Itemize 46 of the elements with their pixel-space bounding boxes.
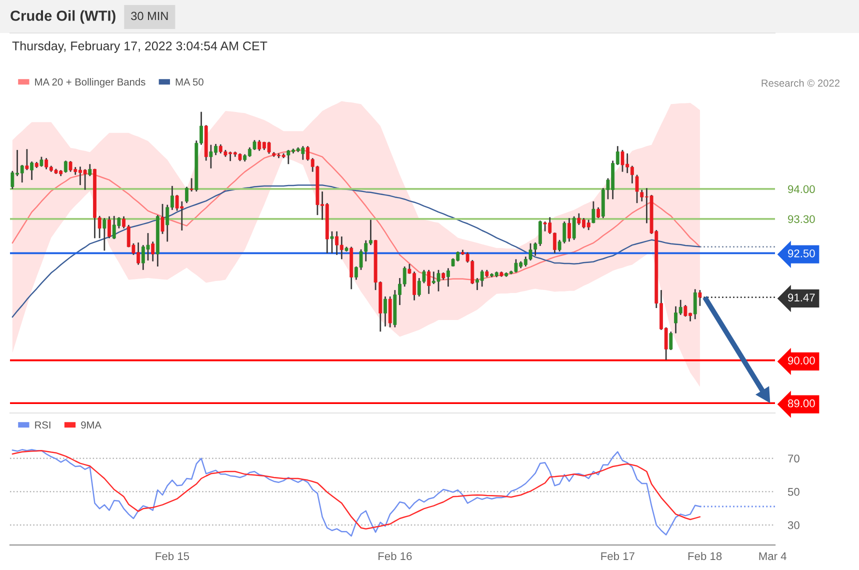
candlestick (384, 296, 387, 328)
candlestick (64, 160, 68, 174)
candlestick (572, 216, 576, 241)
candlestick (596, 206, 600, 219)
y-tick-label: 93.30 (788, 215, 815, 224)
legend-label: MA 50 (176, 78, 204, 86)
candlestick (25, 148, 29, 171)
x-tick-label: Feb 17 (601, 552, 634, 560)
legend-label: MA 20 + Bollinger Bands (35, 78, 146, 88)
candlestick (40, 156, 44, 168)
candlestick (190, 178, 194, 192)
candlestick (151, 240, 155, 262)
x-tick-label: Mar 4 (759, 552, 786, 560)
text: 30 MIN (131, 12, 168, 20)
candlestick (330, 230, 334, 254)
candlestick (388, 296, 392, 328)
y-tick-label: 92.50 (788, 249, 815, 258)
candlestick (669, 330, 673, 351)
y-tick-label: 89.00 (788, 399, 815, 408)
candlestick (592, 200, 596, 224)
legend-label: RSI (35, 421, 50, 429)
legend-label: 9MA (81, 421, 102, 429)
annotation: Research © 2022 (762, 79, 840, 87)
y-tick-label: 70 (788, 454, 800, 462)
candlestick (427, 269, 431, 295)
line-series (12, 184, 701, 318)
candlestick (108, 216, 111, 239)
candlestick (102, 217, 106, 252)
candlestick (568, 217, 571, 242)
y-tick-label: 94.00 (788, 185, 815, 194)
chart-title: Crude Oil (WTI) (10, 10, 116, 24)
candlestick (88, 163, 92, 177)
text: Thursday, February 17, 2022 3:04:54 AM CET (12, 41, 268, 53)
candlestick (635, 174, 639, 204)
candlestick (30, 160, 34, 181)
candlestick (160, 203, 164, 235)
y-tick-label: 50 (788, 488, 800, 496)
candlestick (446, 268, 450, 288)
x-tick-label: Feb 15 (156, 552, 190, 560)
y-tick-label: 91.47 (788, 294, 815, 302)
y-tick-label: 90.00 (788, 356, 815, 364)
x-tick-label: Feb 18 (688, 552, 722, 560)
candlestick (693, 288, 697, 320)
x-tick-label: Feb 16 (378, 552, 412, 560)
y-tick-label: 30 (788, 521, 800, 530)
candlestick (185, 186, 188, 204)
